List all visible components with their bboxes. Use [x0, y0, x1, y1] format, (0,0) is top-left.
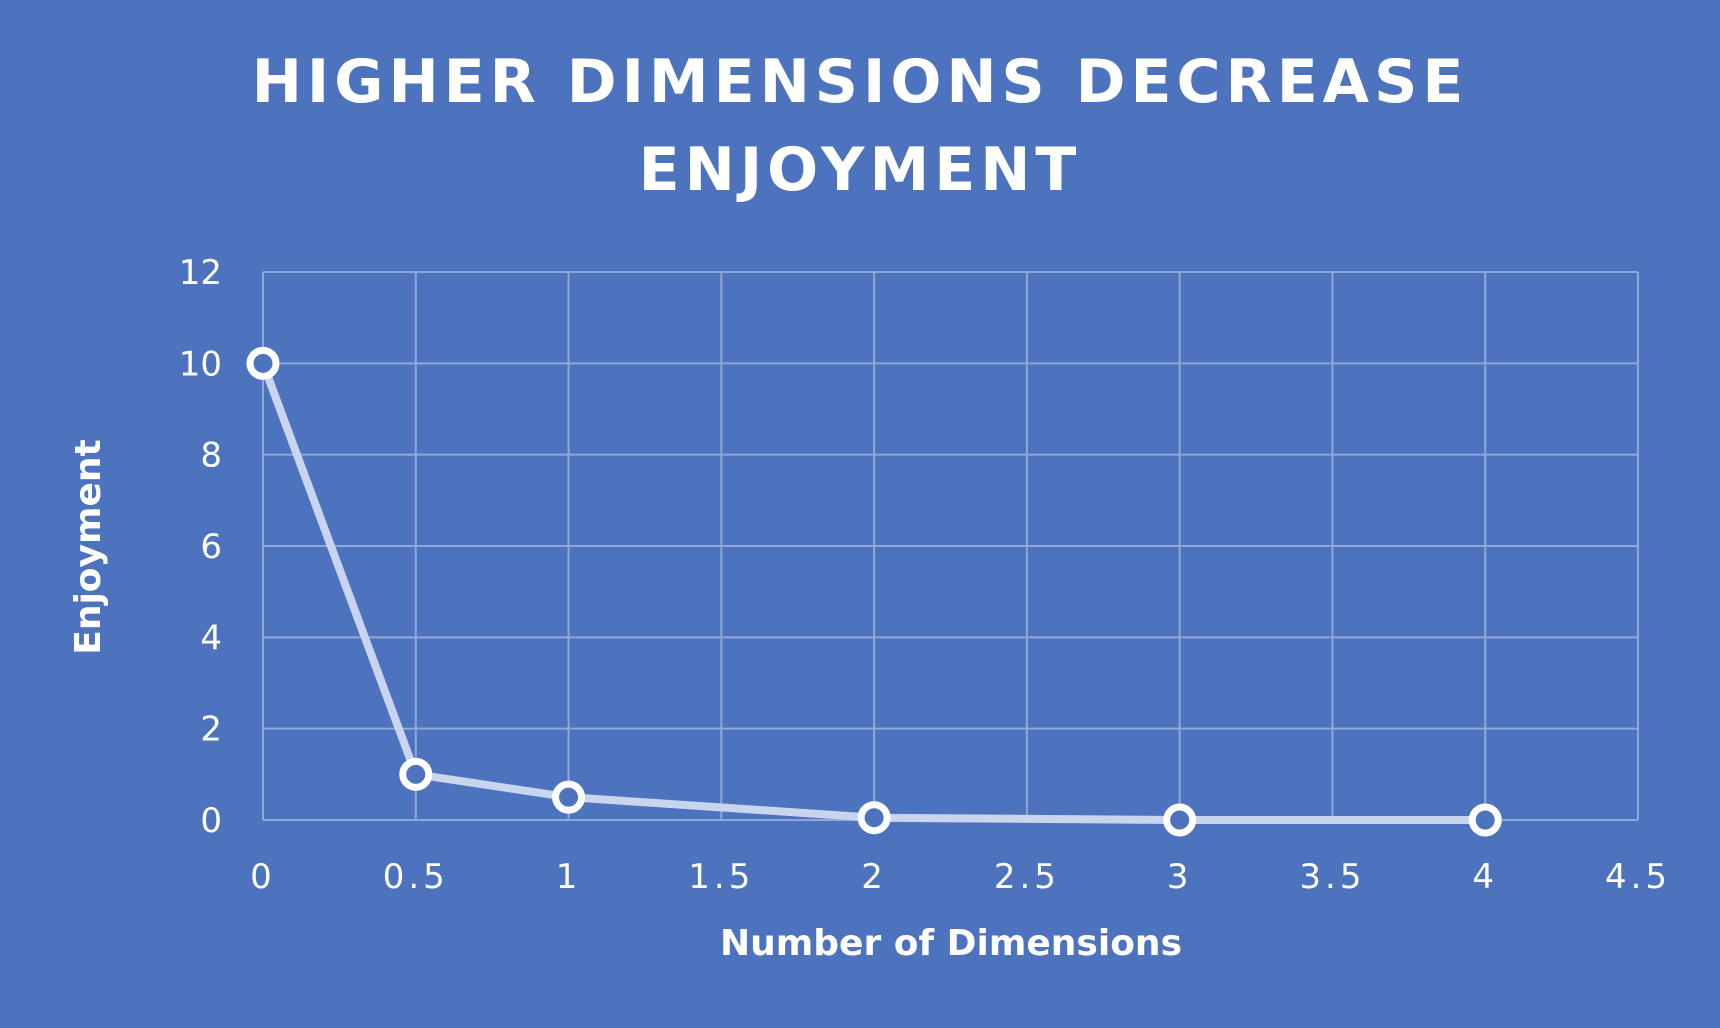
y-axis-title: Enjoyment: [68, 439, 109, 655]
data-point-marker: [1163, 803, 1197, 837]
y-tick-label: 0: [200, 801, 222, 841]
x-tick-label: 4.5: [1605, 857, 1671, 897]
x-tick-label: 1.5: [688, 857, 754, 897]
x-tick-label: 2: [861, 857, 887, 897]
y-tick-label: 6: [200, 527, 222, 567]
y-axis-ticks: 0 2 4 6 8 10 12: [179, 253, 222, 841]
chart-title-line-2: ENJOYMENT: [638, 135, 1082, 205]
y-tick-label: 8: [200, 436, 222, 476]
y-tick-label: 10: [179, 344, 222, 384]
x-tick-label: 1: [556, 857, 582, 897]
x-tick-label: 4: [1472, 857, 1498, 897]
y-tick-label: 2: [200, 710, 222, 750]
data-point-marker: [399, 757, 433, 791]
chart-title: HIGHER DIMENSIONS DECREASE ENJOYMENT: [0, 38, 1720, 214]
series-group: [259, 359, 1490, 824]
x-tick-label: 3: [1167, 857, 1193, 897]
x-axis-ticks: 0 0.5 1 1.5 2 2.5 3 3.5 4 4.5: [250, 857, 1671, 897]
data-point-marker: [857, 801, 891, 835]
x-tick-label: 0.5: [383, 857, 449, 897]
x-axis-title: Number of Dimensions: [720, 923, 1182, 964]
x-tick-label: 3.5: [1299, 857, 1365, 897]
gridlines: [262, 271, 1639, 821]
series-line: [259, 359, 1490, 824]
y-tick-label: 4: [200, 618, 222, 658]
data-point-marker: [246, 346, 280, 380]
markers-group: [246, 346, 1502, 837]
x-tick-label: 0: [250, 857, 276, 897]
x-tick-label: 2.5: [994, 857, 1060, 897]
data-point-marker: [552, 780, 586, 814]
chart-title-line-1: HIGHER DIMENSIONS DECREASE: [251, 47, 1469, 117]
y-tick-label: 12: [179, 253, 222, 293]
data-point-marker: [1468, 803, 1502, 837]
